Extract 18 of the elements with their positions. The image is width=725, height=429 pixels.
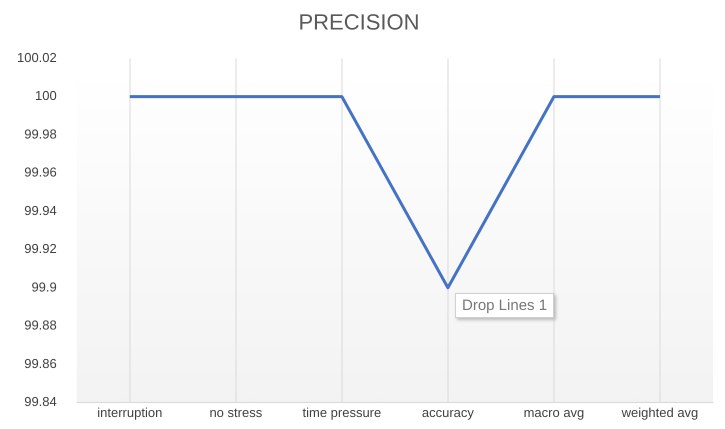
x-tick-label: accuracy <box>422 404 474 420</box>
x-tick-label: time pressure <box>302 404 382 420</box>
y-tick-label: 99.94 <box>24 202 57 218</box>
x-tick-label: interruption <box>97 404 162 420</box>
y-tick-label: 99.86 <box>24 356 57 371</box>
x-tick-label: weighted avg <box>620 404 698 420</box>
x-tick-label: macro avg <box>524 404 584 420</box>
y-tick-label: 99.96 <box>24 164 57 180</box>
chart-title: PRECISION <box>298 9 420 34</box>
y-tick-label: 100 <box>35 88 57 104</box>
y-tick-label: 99.9 <box>31 279 57 294</box>
y-tick-label: 99.84 <box>24 394 57 409</box>
y-tick-label: 99.88 <box>24 318 57 333</box>
y-tick-label: 100.02 <box>16 50 57 65</box>
y-tick-label: 99.98 <box>24 126 57 142</box>
annotation: Drop Lines 1 <box>455 293 554 318</box>
x-tick-label: no stress <box>209 404 263 420</box>
y-tick-label: 99.92 <box>24 241 57 256</box>
